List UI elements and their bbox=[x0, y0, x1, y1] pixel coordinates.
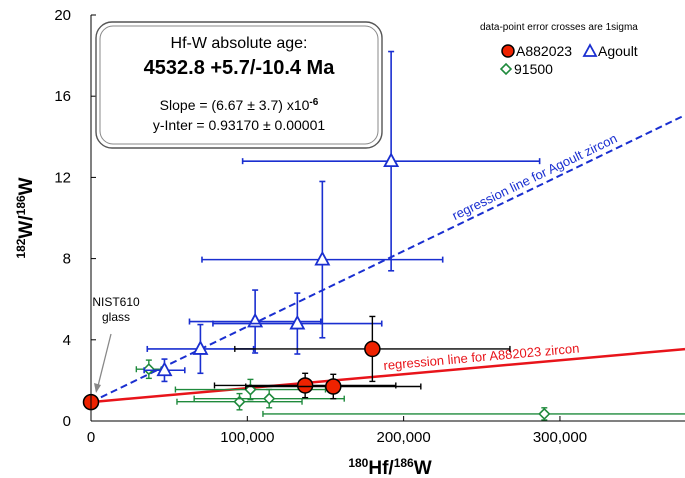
nist610-label-line2: glass bbox=[102, 310, 130, 324]
legend-a882023-label: A882023 bbox=[516, 43, 572, 59]
age-box-age: 4532.8 +5.7/-10.4 Ma bbox=[144, 57, 336, 79]
x-tick-label: 0 bbox=[87, 429, 95, 446]
legend-91500-label: 91500 bbox=[514, 61, 553, 77]
age-box: Hf-W absolute age: 4532.8 +5.7/-10.4 Ma … bbox=[95, 21, 383, 149]
y-axis-title-mid: W/ bbox=[16, 215, 37, 239]
nist610-annotation: NIST610 glass bbox=[92, 295, 140, 393]
data-point-91500 bbox=[538, 407, 551, 421]
y-tick-label: 20 bbox=[54, 7, 71, 24]
y-axis-title-end: W bbox=[16, 177, 37, 195]
y-tick-label: 12 bbox=[54, 169, 71, 186]
data-point-a882023 bbox=[296, 377, 314, 394]
age-box-title: Hf-W absolute age: bbox=[171, 35, 308, 52]
data-point-a882023 bbox=[325, 378, 342, 395]
x-axis-title-end: W bbox=[414, 458, 432, 478]
axis-ticks: 0 100,000 200,000 300,000 0 4 8 12 16 20 bbox=[54, 7, 587, 446]
legend-note: data-point error crosses are 1sigma bbox=[480, 22, 638, 33]
data-point-agoult bbox=[289, 314, 306, 330]
data-point-agoult bbox=[383, 152, 400, 168]
age-box-intercept: y-Inter = 0.93170 ± 0.00001 bbox=[153, 117, 326, 133]
regression-line-a882023 bbox=[90, 347, 685, 404]
nist610-arrow-head bbox=[94, 383, 101, 393]
x-axis-title: 180Hf/186W bbox=[348, 456, 431, 478]
data-point-agoult bbox=[314, 250, 331, 266]
nist610-arrow-line bbox=[97, 333, 112, 387]
data-point-agoult bbox=[192, 340, 209, 355]
y-tick-label: 4 bbox=[63, 332, 71, 349]
data-point-91500 bbox=[263, 392, 276, 405]
x-axis-title-sup1: 180 bbox=[348, 456, 368, 470]
x-axis-title-sup2: 186 bbox=[394, 456, 414, 470]
y-axis-title: 182W/186W bbox=[14, 177, 37, 258]
legend-a882023-marker bbox=[501, 44, 515, 58]
data-series bbox=[82, 50, 685, 421]
legend-91500-marker bbox=[499, 62, 513, 76]
nist610-label-line1: NIST610 bbox=[92, 295, 140, 309]
legend-agoult-marker bbox=[582, 43, 598, 57]
data-point-agoult bbox=[156, 361, 173, 377]
y-axis-title-sup1: 182 bbox=[14, 238, 28, 258]
legend: data-point error crosses are 1sigma A882… bbox=[480, 22, 638, 77]
x-tick-label: 200,000 bbox=[377, 429, 431, 446]
age-box-slope-exp: -6 bbox=[309, 97, 318, 108]
age-box-slope-text: Slope = (6.67 ± 3.7) x10 bbox=[160, 97, 310, 113]
regression-label-agoult: regression line for Agoult zircon bbox=[450, 131, 620, 223]
x-tick-label: 100,000 bbox=[220, 429, 274, 446]
data-point-91500 bbox=[142, 363, 155, 376]
legend-agoult-label: Agoult bbox=[598, 43, 638, 59]
y-tick-label: 8 bbox=[63, 251, 71, 268]
x-axis-title-mid: Hf/ bbox=[368, 458, 394, 478]
age-box-slope: Slope = (6.67 ± 3.7) x10-6 bbox=[160, 97, 319, 113]
y-tick-label: 0 bbox=[63, 413, 71, 430]
y-axis-title-sup2: 186 bbox=[14, 195, 28, 215]
y-tick-label: 16 bbox=[54, 88, 71, 105]
x-tick-label: 300,000 bbox=[533, 429, 587, 446]
data-point-a882023 bbox=[364, 340, 381, 358]
